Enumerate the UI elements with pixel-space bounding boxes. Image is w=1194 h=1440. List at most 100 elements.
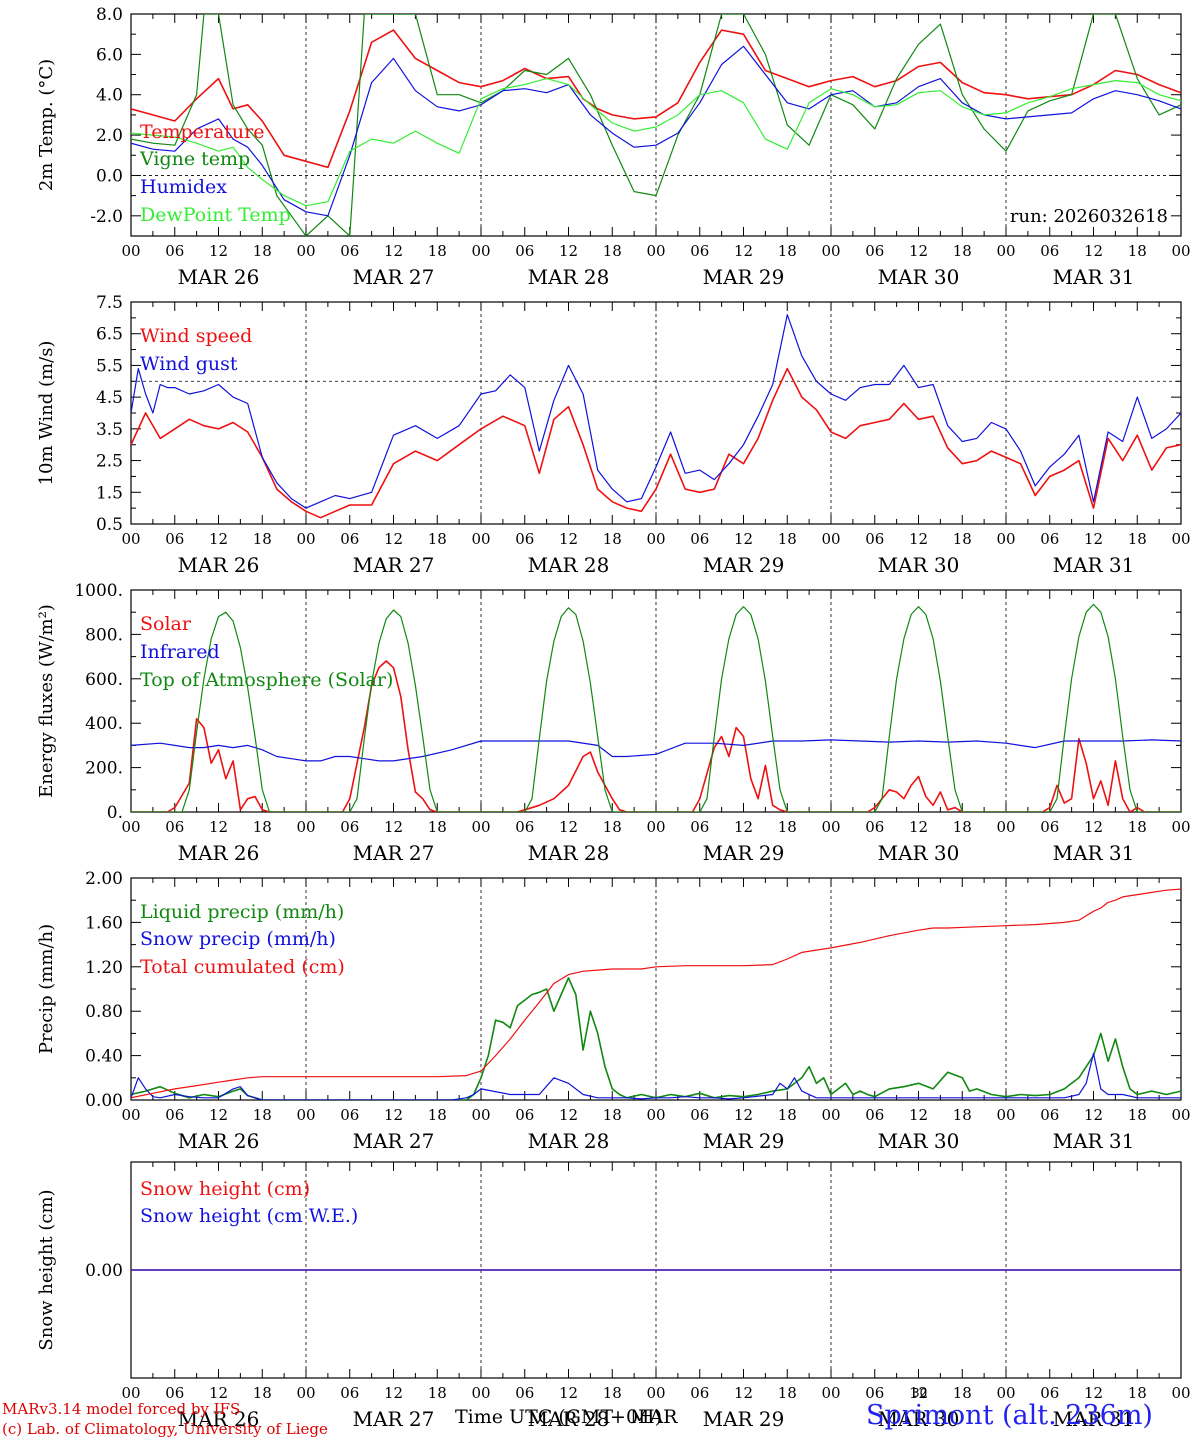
hour-label: 00: [296, 1106, 315, 1124]
hour-label: 06: [340, 1384, 359, 1402]
hour-label: 18: [953, 1106, 972, 1124]
day-label: MAR 27: [353, 265, 435, 289]
series-line-humidex: [131, 45, 1181, 217]
y-axis-label: Precip (mm/h): [36, 924, 57, 1054]
hour-label: 00: [296, 242, 315, 260]
hour-label: 00: [296, 1384, 315, 1402]
hour-label: 06: [1040, 242, 1059, 260]
hour-label: 06: [515, 242, 534, 260]
day-label: MAR 29: [703, 1407, 785, 1431]
series-line-dewpoint-temp: [131, 77, 1181, 207]
hour-label: 06: [515, 530, 534, 548]
hour-label: 12: [209, 242, 228, 260]
series-line-snow-precip-mm-h-: [131, 1052, 1181, 1100]
y-tick-label: 0.00: [85, 1091, 123, 1111]
hour-label: 00: [996, 1106, 1015, 1124]
hour-label: 00: [471, 818, 490, 836]
hour-label: 12: [1084, 530, 1103, 548]
y-axis-label: 10m Wind (m/s): [36, 341, 57, 486]
hour-label: 18: [253, 242, 272, 260]
hour-label: 12: [909, 818, 928, 836]
hour-label: 18: [1128, 818, 1147, 836]
hour-label: 18: [253, 1384, 272, 1402]
hour-label: 00: [646, 1384, 665, 1402]
series-line-total-cumulated-cm-: [131, 888, 1181, 1099]
day-label: MAR 26: [178, 1129, 260, 1153]
series-line-vigne-temp: [131, 14, 1181, 236]
series-line-liquid-precip-mm-h-: [131, 977, 1181, 1100]
y-axis-label: Energy fluxes (W/m²): [36, 604, 57, 798]
hour-label: 00: [821, 530, 840, 548]
hour-label: 06: [865, 242, 884, 260]
y-axis-label: Snow height (cm): [36, 1189, 57, 1350]
hour-label: 18: [778, 1106, 797, 1124]
hour-label: 06: [165, 530, 184, 548]
day-label: MAR 27: [353, 1407, 435, 1431]
lab-credit: (c) Lab. of Climatology, University of L…: [2, 1420, 328, 1438]
day-label: MAR 30: [878, 1129, 960, 1153]
hour-label: 12: [559, 530, 578, 548]
hour-label: 00: [121, 242, 140, 260]
day-label: MAR 26: [178, 841, 260, 865]
legend-entry: Total cumulated (cm): [140, 956, 345, 978]
hour-label: 06: [1040, 530, 1059, 548]
hour-label: 00: [296, 818, 315, 836]
hour-label: 06: [865, 818, 884, 836]
legend-entry: Humidex: [140, 176, 227, 198]
legend-entry: Top of Atmosphere (Solar): [140, 669, 393, 691]
hour-label: 00: [296, 530, 315, 548]
hour-label: 06: [515, 1106, 534, 1124]
y-tick-label: 200.: [85, 759, 123, 779]
x-title-overlap-b: MAR: [630, 1406, 678, 1428]
day-label: MAR 29: [703, 553, 785, 577]
hour-label: 12: [1084, 818, 1103, 836]
x-axis-title: Time UTC (GMT+0H) MAR: [455, 1406, 677, 1428]
y-tick-label: 800.: [85, 625, 123, 645]
hour-label: 00: [821, 242, 840, 260]
hour-label: 06: [865, 1384, 884, 1402]
run-label: run: 2026032618: [1010, 206, 1168, 227]
y-tick-label: 0.: [107, 803, 123, 823]
hour-label: 12: [909, 1384, 928, 1402]
x-title-overlap-a: +0H): [610, 1406, 663, 1428]
day-label: MAR 28: [528, 841, 610, 865]
y-tick-label: 0.00: [85, 1261, 123, 1281]
hour-label: 06: [690, 530, 709, 548]
hour-label: 12: [384, 1106, 403, 1124]
hour-label: 06: [690, 242, 709, 260]
hour-label: 00: [121, 818, 140, 836]
day-label: MAR 30: [878, 553, 960, 577]
hour-label: 18: [1128, 242, 1147, 260]
day-label: MAR 30: [878, 265, 960, 289]
series-line-infrared: [131, 739, 1181, 762]
hour-label: 00: [646, 1106, 665, 1124]
hour-label: 12: [734, 818, 753, 836]
hour-label: 12: [559, 1106, 578, 1124]
y-axis-label: 2m Temp. (°C): [36, 59, 57, 191]
series-line-wind-speed: [131, 367, 1181, 519]
legend-entry: Liquid precip (mm/h): [140, 901, 344, 923]
legend-entry: DewPoint Temp: [140, 204, 291, 226]
hour-label: 06: [1040, 818, 1059, 836]
day-label: MAR 26: [178, 1407, 260, 1431]
day-label: MAR 29: [703, 265, 785, 289]
hour-label: 00: [471, 242, 490, 260]
y-tick-label: 6.0: [96, 45, 123, 65]
hour-label: 00: [646, 818, 665, 836]
x-title-text: Time UTC (GMT: [455, 1406, 614, 1428]
hour-label: 18: [778, 530, 797, 548]
hour-label: 06: [690, 818, 709, 836]
hour-label: 18: [253, 818, 272, 836]
hour-label: 18: [953, 1384, 972, 1402]
hour-label: 00: [1171, 530, 1190, 548]
hour-label: 12: [734, 1384, 753, 1402]
hour-label: 06: [340, 818, 359, 836]
day-label: MAR 27: [353, 1129, 435, 1153]
hour-label: 18: [428, 530, 447, 548]
hour-label: 12: [559, 242, 578, 260]
hour-label: 00: [646, 242, 665, 260]
legend-entry: Temperature: [140, 121, 264, 143]
hour-label: 18: [778, 242, 797, 260]
hour-label: 18: [1128, 530, 1147, 548]
